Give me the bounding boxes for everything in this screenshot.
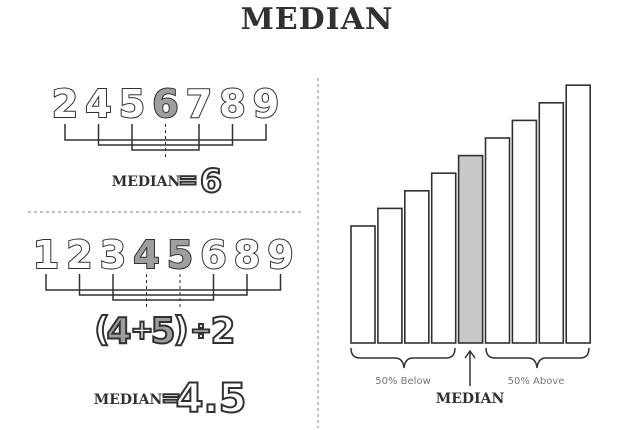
formula-divide: ÷ bbox=[190, 316, 212, 346]
bar-median-label: MEDIAN bbox=[436, 391, 505, 407]
chart-bar bbox=[403, 190, 430, 344]
example1-digit: 9 bbox=[253, 82, 279, 126]
example1-digit: 5 bbox=[119, 82, 145, 126]
median-bar bbox=[457, 154, 484, 344]
example1-equals: = bbox=[178, 166, 198, 194]
example2-brackets bbox=[45, 274, 282, 308]
example2-digit: 2 bbox=[66, 233, 92, 277]
example1-digit: 2 bbox=[52, 82, 78, 126]
example1-result: 6 bbox=[200, 162, 222, 200]
example1-digit: 6 bbox=[152, 82, 178, 126]
example2-median-label: MEDIAN bbox=[94, 392, 163, 408]
chart-bar bbox=[511, 119, 538, 344]
formula-plus: + bbox=[130, 313, 153, 346]
above-label: 50% Above bbox=[508, 376, 565, 387]
pair-bracket bbox=[45, 274, 282, 291]
below-label: 50% Below bbox=[375, 376, 431, 387]
chart-bar bbox=[538, 102, 565, 344]
pair-bracket bbox=[97, 124, 234, 146]
example1-digit: 4 bbox=[85, 82, 111, 126]
example2-result: 4.5 bbox=[176, 376, 247, 422]
formula-b: 5 bbox=[150, 311, 175, 352]
example2-digit: 9 bbox=[267, 233, 293, 277]
pair-bracket bbox=[112, 274, 215, 301]
chart-bar bbox=[377, 207, 403, 344]
example2-equals: = bbox=[161, 384, 181, 412]
chart-bar bbox=[350, 225, 376, 344]
example1-digit: 8 bbox=[219, 82, 245, 126]
bar-chart bbox=[350, 84, 592, 344]
example1-median-label: MEDIAN bbox=[112, 174, 181, 190]
above-brace bbox=[485, 347, 590, 369]
example2-digit: 4 bbox=[133, 233, 159, 277]
formula-a: 4 bbox=[106, 311, 131, 352]
chart-bar bbox=[430, 172, 457, 344]
formula-close-paren: ) bbox=[173, 310, 189, 350]
chart-bar bbox=[565, 84, 592, 344]
chart-bar bbox=[484, 137, 511, 344]
example2-digit: 6 bbox=[200, 233, 226, 277]
below-brace bbox=[350, 347, 456, 369]
formula-open-paren: ( bbox=[94, 310, 110, 350]
example2-digit: 8 bbox=[234, 233, 260, 277]
page-title: MEDIAN bbox=[240, 2, 394, 37]
formula-divisor: 2 bbox=[210, 311, 235, 352]
example2-digit: 5 bbox=[167, 233, 193, 277]
example1-digit: 7 bbox=[186, 82, 212, 126]
median-arrow-head bbox=[464, 349, 476, 359]
pair-bracket bbox=[78, 274, 248, 296]
example2-digit: 3 bbox=[100, 233, 126, 277]
example1-brackets bbox=[64, 124, 267, 160]
example2-digit: 1 bbox=[33, 233, 59, 277]
pair-bracket bbox=[64, 124, 267, 141]
